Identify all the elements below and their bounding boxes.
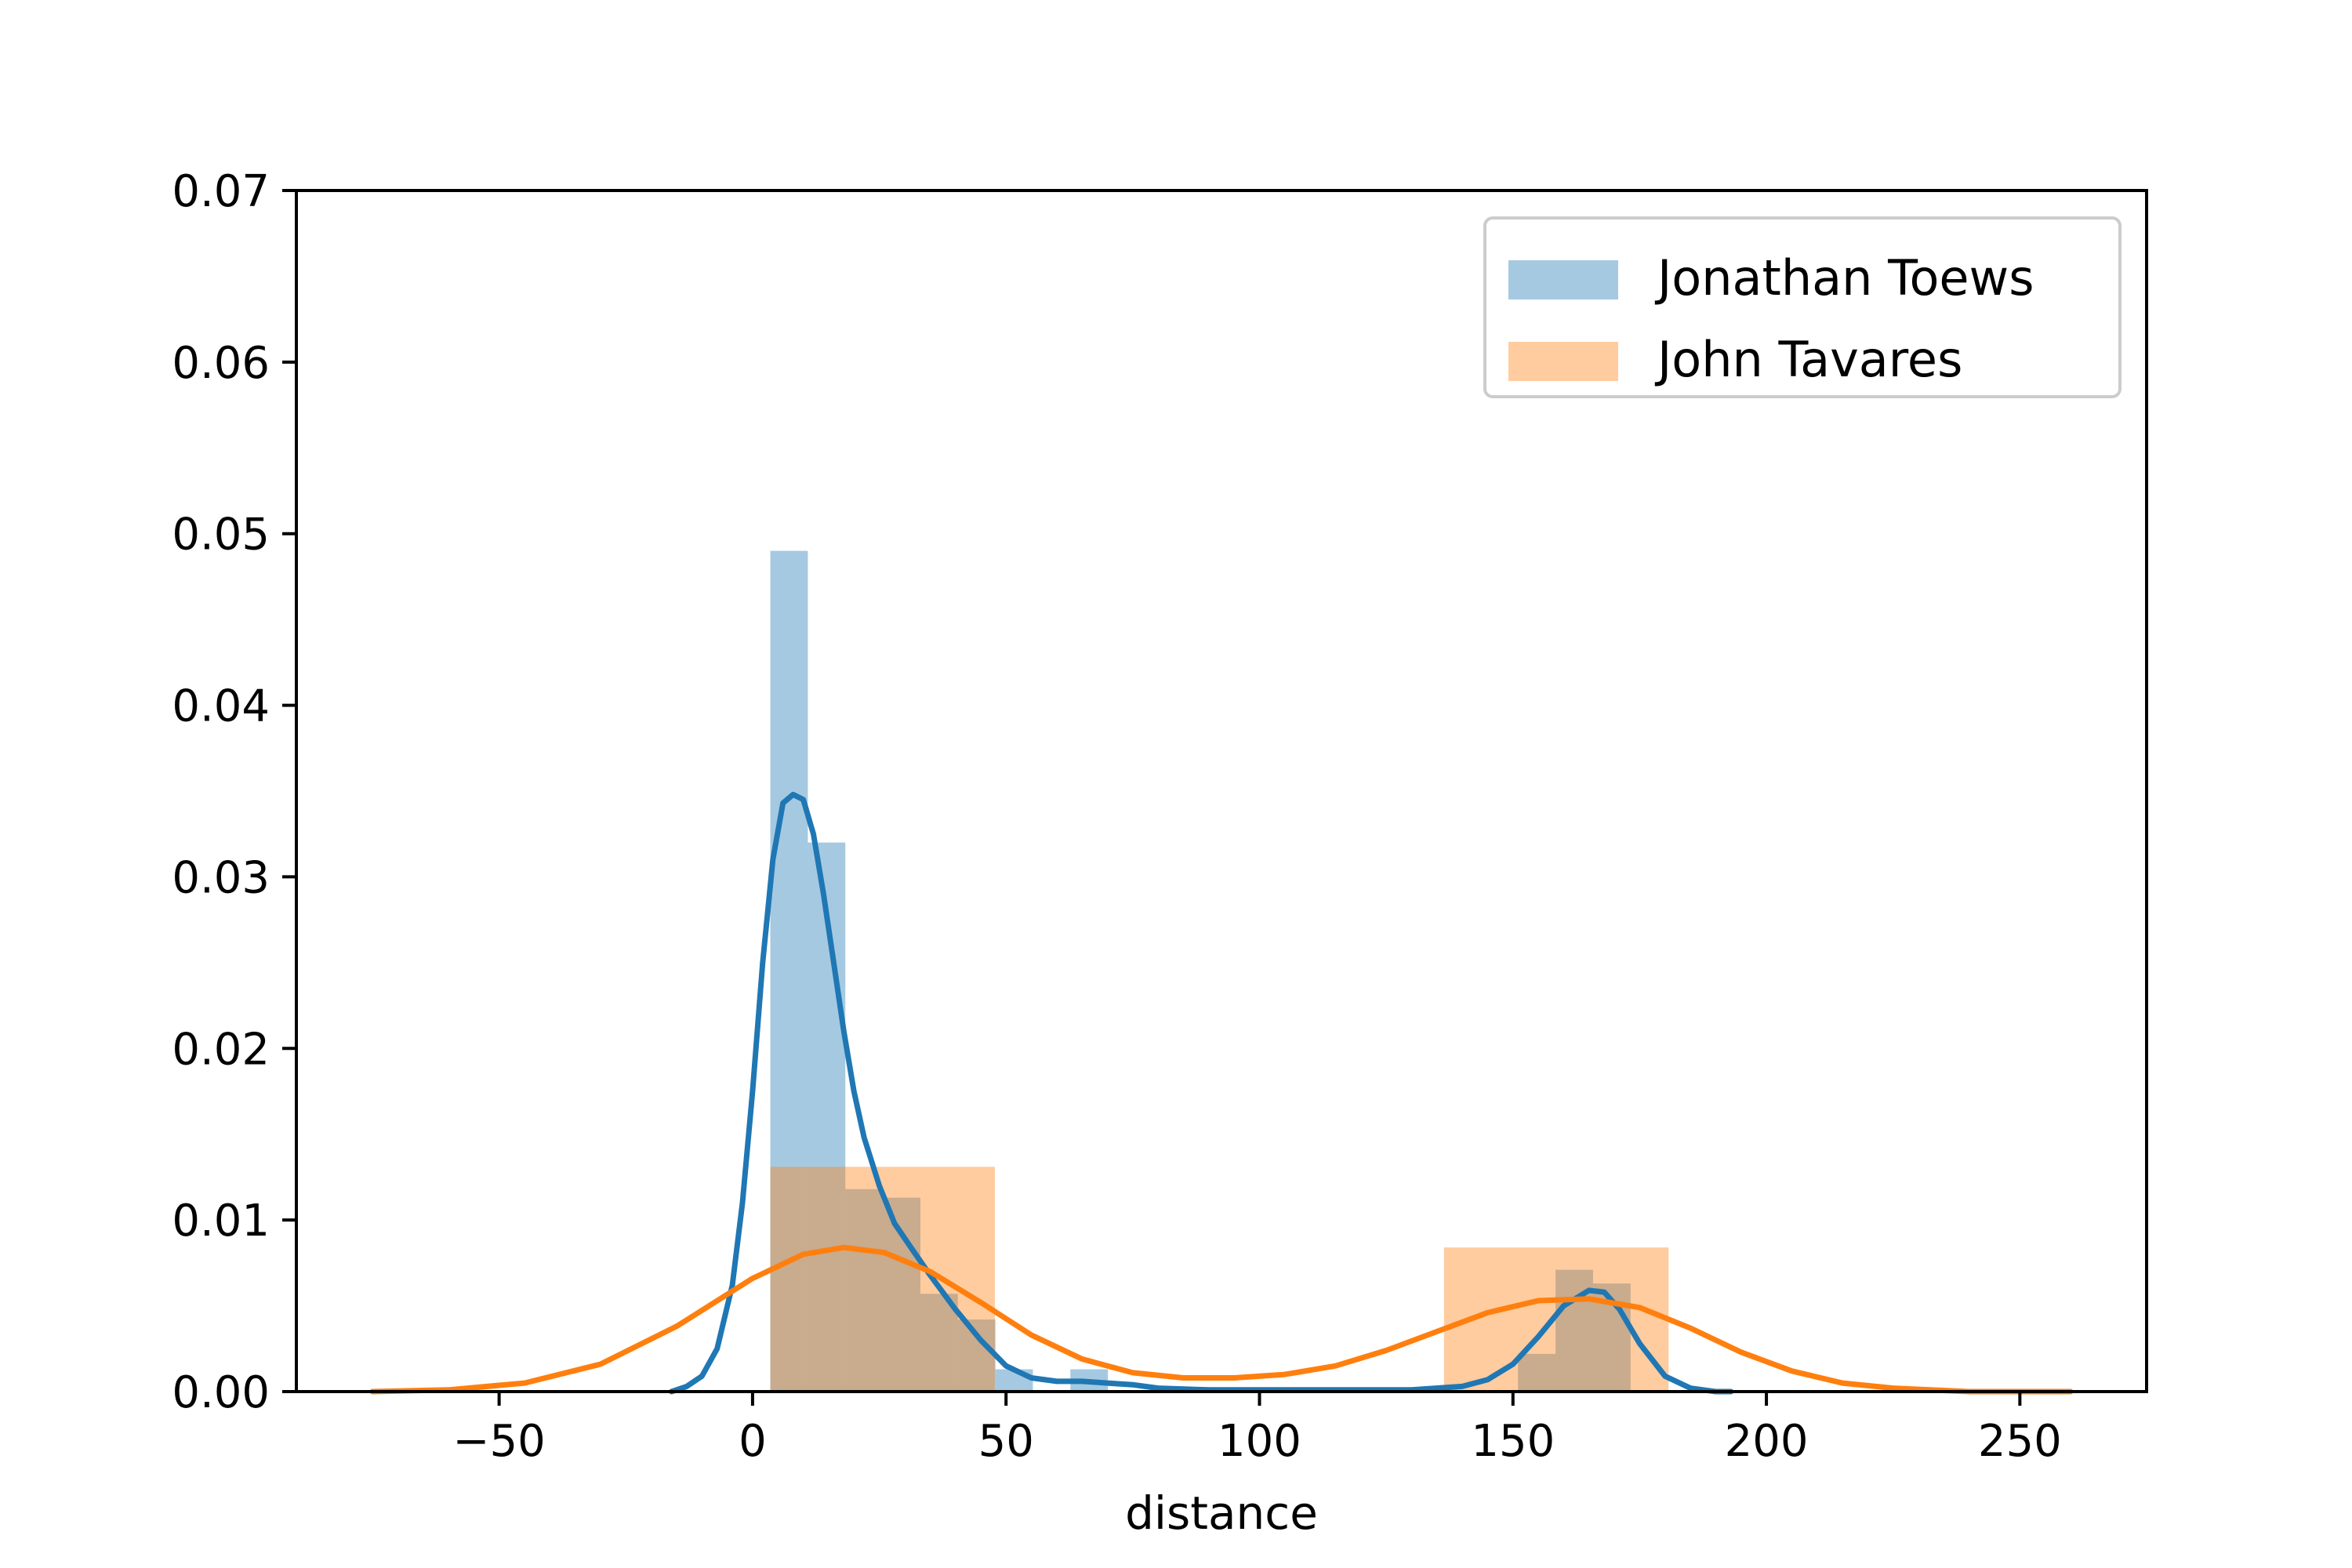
plot-frame: [295, 189, 2148, 1393]
x-axis-label: distance: [1125, 1486, 1318, 1540]
hist-bar-2-4: [1443, 1247, 1669, 1392]
x-tick-label: 150: [1471, 1416, 1555, 1467]
y-tick-label: 0.05: [172, 510, 270, 561]
x-tick-label: 200: [1725, 1416, 1809, 1467]
hist-bar-1-1: [770, 550, 808, 1392]
legend-label-1: Jonathan Toews: [1654, 249, 2034, 307]
legend-label-2: John Tavares: [1654, 331, 1962, 388]
legend-swatch-2: [1508, 342, 1618, 381]
y-tick-label: 0.03: [172, 852, 270, 903]
y-axis: 0.00 0.01 0.02 0.03 0.04 0.05 0.06 0.07: [172, 166, 296, 1418]
legend: Jonathan Toews John Tavares: [1483, 216, 2122, 398]
x-tick-label: 100: [1218, 1416, 1301, 1467]
x-tick-label: 250: [1978, 1416, 2062, 1467]
kde-layer: [369, 791, 2074, 1395]
hist-bar-1-11: [1518, 1353, 1556, 1392]
histogram-layer: [770, 550, 1669, 1392]
hist-bar-2-1: [770, 1167, 995, 1392]
x-tick-label: 50: [978, 1416, 1034, 1467]
legend-box: [1483, 216, 2122, 398]
y-tick-label: 0.06: [172, 338, 270, 389]
hist-bar-1-3: [845, 1189, 884, 1392]
x-axis: −50 0 50 100 150 200 250: [453, 1392, 2062, 1467]
y-tick-label: 0.04: [172, 681, 270, 732]
y-tick-label: 0.02: [172, 1024, 270, 1075]
y-tick-label: 0.00: [172, 1367, 270, 1418]
hist-bar-1-2: [808, 842, 846, 1392]
kde-line-2: [369, 1244, 2074, 1395]
legend-swatch-1: [1508, 260, 1618, 299]
hist-bar-1-5: [920, 1294, 958, 1392]
x-tick-label: −50: [453, 1416, 546, 1467]
kde-line-1: [669, 791, 1734, 1395]
x-tick-label: 0: [739, 1416, 767, 1467]
y-tick-label: 0.01: [172, 1196, 270, 1247]
y-tick-label: 0.07: [172, 166, 270, 217]
